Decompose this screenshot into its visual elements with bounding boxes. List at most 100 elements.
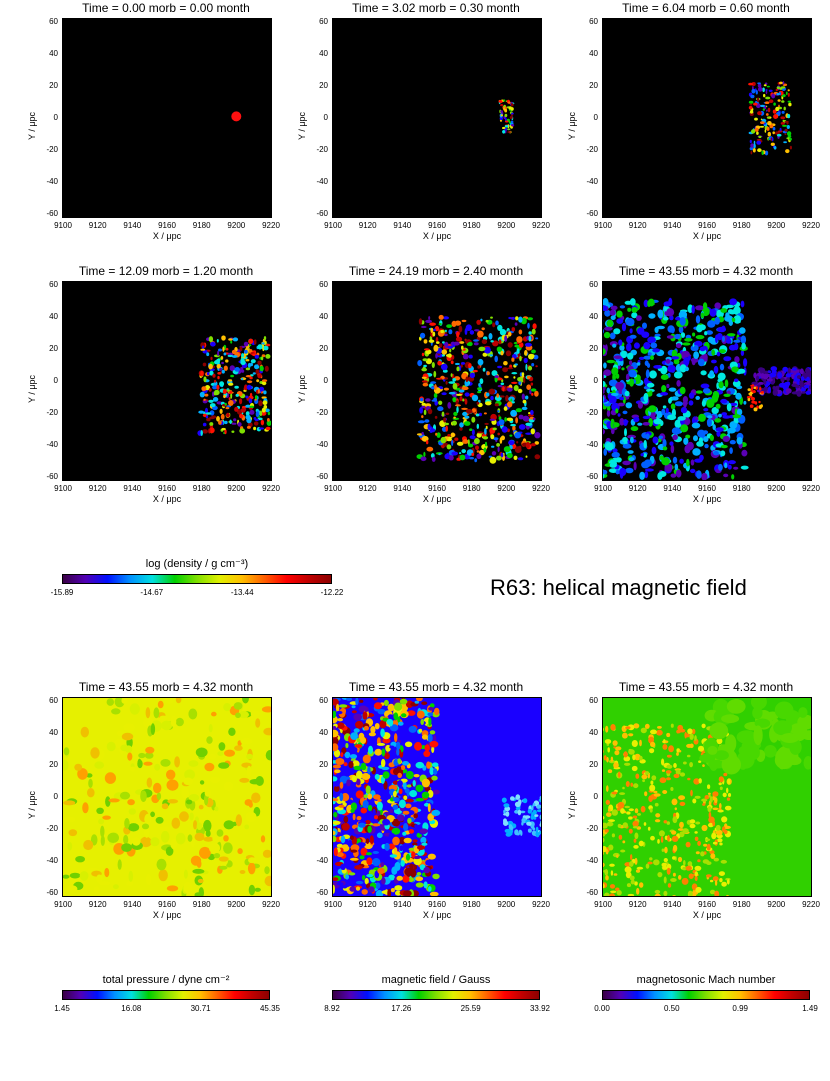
y-tick-label: 60 bbox=[49, 280, 58, 290]
field-texture-mark bbox=[756, 131, 759, 135]
field-texture-mark bbox=[501, 797, 507, 803]
field-texture-mark bbox=[458, 325, 463, 333]
y-tick-label: -20 bbox=[586, 823, 598, 833]
field-texture-mark bbox=[340, 863, 346, 871]
field-texture-mark bbox=[509, 434, 513, 437]
x-tick-label: 9200 bbox=[767, 221, 786, 230]
field-texture-mark bbox=[636, 866, 644, 870]
field-texture-mark bbox=[672, 844, 678, 852]
field-texture-mark bbox=[607, 808, 611, 812]
field-texture-mark bbox=[722, 415, 731, 419]
field-texture-mark bbox=[699, 454, 704, 461]
field-texture-mark bbox=[390, 888, 395, 893]
field-texture-mark bbox=[425, 859, 432, 866]
field-texture-mark bbox=[234, 367, 240, 372]
field-texture-mark bbox=[530, 824, 535, 829]
field-texture-mark bbox=[397, 780, 403, 788]
y-tick-label: -60 bbox=[46, 887, 58, 897]
field-texture-mark bbox=[106, 741, 116, 752]
field-texture-mark bbox=[607, 747, 610, 753]
field-texture-mark bbox=[240, 366, 244, 370]
field-texture-mark bbox=[224, 429, 227, 435]
field-texture-mark bbox=[394, 733, 398, 743]
field-texture-mark bbox=[429, 740, 439, 748]
field-texture-mark bbox=[468, 354, 473, 359]
field-texture-mark bbox=[341, 793, 350, 802]
field-texture-mark bbox=[218, 856, 229, 862]
field-texture-mark bbox=[727, 793, 732, 797]
field-texture-mark bbox=[718, 463, 723, 471]
field-texture-mark bbox=[655, 813, 661, 818]
field-texture-mark bbox=[620, 808, 625, 814]
field-texture-mark bbox=[780, 122, 785, 125]
field-texture-mark bbox=[749, 110, 754, 114]
field-texture-mark bbox=[246, 425, 251, 429]
field-texture-mark bbox=[685, 733, 690, 738]
field-texture-mark bbox=[68, 829, 78, 837]
field-texture-mark bbox=[633, 783, 639, 789]
field-texture-mark bbox=[333, 884, 335, 894]
y-tick-label: -60 bbox=[316, 208, 328, 218]
field-texture-mark bbox=[460, 362, 466, 365]
field-texture-mark bbox=[688, 392, 695, 399]
field-texture-mark bbox=[667, 325, 675, 333]
field-texture-mark bbox=[498, 100, 502, 103]
field-texture-mark bbox=[645, 433, 650, 440]
field-texture-mark bbox=[476, 450, 480, 453]
field-texture-mark bbox=[511, 112, 514, 115]
field-texture-mark bbox=[420, 325, 427, 329]
field-texture-mark bbox=[691, 728, 696, 735]
field-texture-mark bbox=[199, 780, 205, 785]
field-texture-mark bbox=[127, 752, 133, 761]
field-texture-mark bbox=[515, 794, 521, 800]
field-texture-mark bbox=[660, 374, 669, 380]
field-texture-mark bbox=[740, 300, 745, 308]
field-texture-mark bbox=[261, 407, 266, 413]
field-texture-mark bbox=[724, 462, 728, 469]
field-texture-mark bbox=[237, 409, 243, 415]
field-texture-mark bbox=[237, 848, 243, 855]
field-texture-mark bbox=[752, 390, 756, 394]
field-texture-mark bbox=[412, 839, 418, 843]
field-texture-mark bbox=[772, 126, 776, 131]
field-texture-mark bbox=[96, 874, 103, 883]
field-texture-mark bbox=[789, 137, 792, 141]
x-tick-label: 9160 bbox=[428, 221, 446, 230]
field-texture-mark bbox=[188, 794, 200, 802]
field-texture-mark bbox=[333, 712, 336, 719]
x-tick-label: 9180 bbox=[732, 484, 751, 493]
colorbar-title: magnetosonic Mach number bbox=[636, 974, 776, 986]
panel-title: Time = 3.02 morb = 0.30 month bbox=[352, 1, 520, 15]
field-texture-mark bbox=[783, 141, 787, 144]
field-texture-mark bbox=[423, 364, 427, 368]
field-texture-mark bbox=[697, 859, 701, 863]
field-texture-mark bbox=[648, 405, 657, 413]
field-texture-mark bbox=[344, 751, 351, 759]
field-texture-mark bbox=[677, 416, 686, 421]
field-texture-mark bbox=[633, 342, 640, 349]
field-texture-mark bbox=[424, 744, 430, 752]
field-texture-mark bbox=[496, 455, 502, 461]
field-texture-mark bbox=[610, 724, 616, 731]
field-texture-mark bbox=[765, 90, 768, 95]
field-texture-mark bbox=[654, 802, 659, 807]
field-texture-mark bbox=[648, 298, 655, 307]
field-texture-mark bbox=[223, 842, 233, 854]
field-texture-mark bbox=[184, 769, 195, 780]
field-texture-mark bbox=[452, 397, 457, 403]
field-texture-mark bbox=[145, 746, 155, 754]
field-texture-mark bbox=[694, 831, 698, 834]
field-texture-mark bbox=[343, 776, 351, 781]
field-texture-mark bbox=[515, 408, 523, 413]
field-texture-mark bbox=[223, 820, 235, 830]
field-texture-mark bbox=[389, 854, 398, 858]
field-texture-mark bbox=[203, 836, 214, 842]
field-texture-mark bbox=[412, 842, 418, 846]
field-texture-mark bbox=[155, 816, 164, 824]
field-texture-mark bbox=[199, 846, 211, 859]
field-texture-mark bbox=[770, 142, 775, 146]
field-texture-mark bbox=[143, 761, 153, 766]
x-axis-label: X / μpc bbox=[422, 494, 452, 504]
field-texture-mark bbox=[678, 750, 682, 753]
field-texture-mark bbox=[617, 771, 621, 778]
